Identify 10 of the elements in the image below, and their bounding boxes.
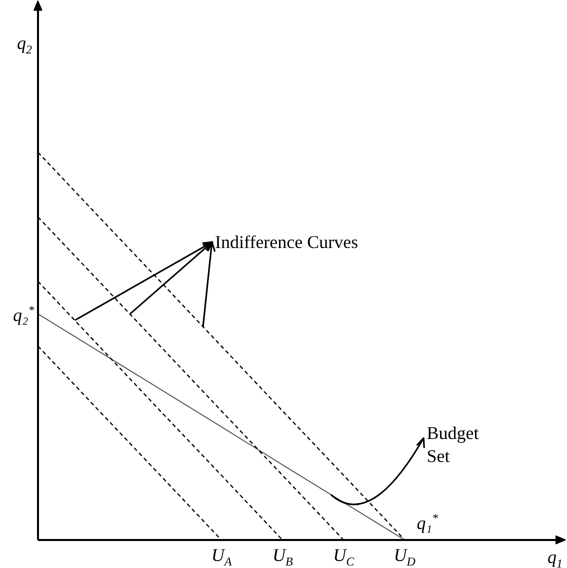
annotation: Indifference Curves xyxy=(215,232,358,252)
x-tick-label: U$_{A}$ xyxy=(211,545,232,568)
x-tick-label: U$_{B}$ xyxy=(272,545,293,568)
x-tick-label: U$_{D}$ xyxy=(394,545,416,568)
x-tick-label: U$_{C}$ xyxy=(333,545,354,568)
annotation: q₁$^{*}$ xyxy=(416,511,438,533)
x-axis-title: q$_{1}$ xyxy=(548,547,562,568)
annotation: Budget Set xyxy=(426,422,479,468)
text: q₂$^{*}$ xyxy=(13,302,34,325)
text: q$_{2}$ xyxy=(17,33,32,57)
